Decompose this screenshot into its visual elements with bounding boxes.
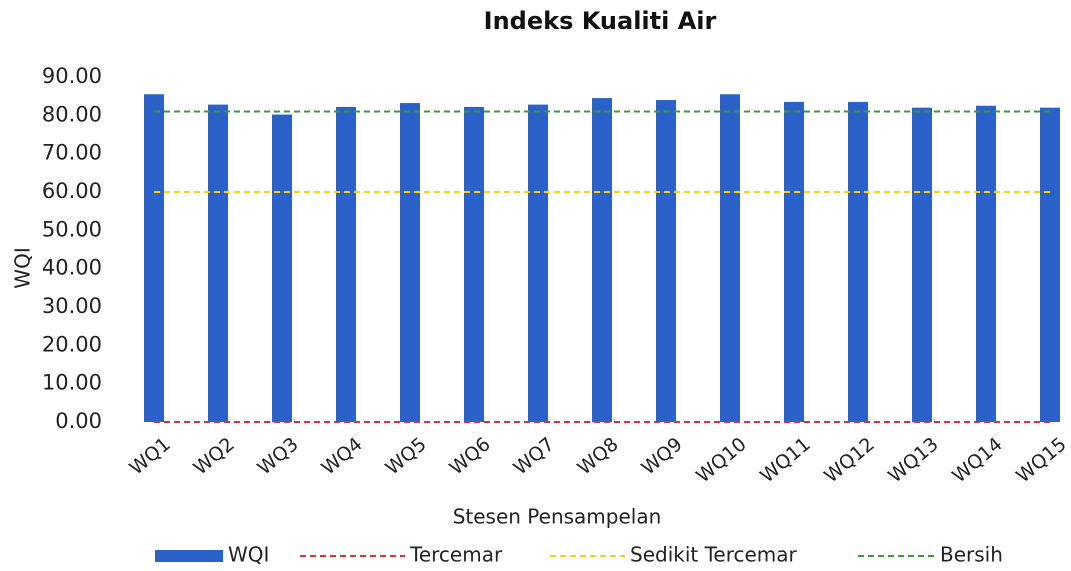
y-tick-label: 30.00	[42, 294, 102, 318]
x-tick-label: WQ1	[125, 433, 174, 479]
x-tick-label: WQ9	[637, 433, 686, 479]
x-axis-title: Stesen Pensampelan	[453, 505, 662, 529]
bar	[784, 101, 804, 423]
y-tick-label: 50.00	[42, 217, 102, 241]
bar	[464, 106, 484, 423]
x-tick-label: WQ2	[189, 433, 238, 479]
legend-swatch	[155, 550, 223, 562]
y-tick-label: 90.00	[42, 64, 102, 88]
bar	[400, 103, 420, 423]
x-tick-label: WQ12	[820, 433, 879, 487]
y-tick-label: 10.00	[42, 371, 102, 395]
y-tick-label: 60.00	[42, 179, 102, 203]
legend-label: WQI	[228, 543, 269, 567]
bar	[592, 98, 612, 422]
x-tick-label: WQ6	[445, 433, 494, 479]
legend-label: Sedikit Tercemar	[630, 543, 798, 567]
y-tick-label: 0.00	[55, 409, 102, 433]
bar	[912, 107, 932, 423]
x-tick-label: WQ7	[509, 433, 558, 479]
legend-label: Tercemar	[409, 543, 503, 567]
y-axis-title: WQI	[11, 247, 35, 288]
legend-label: Bersih	[940, 543, 1003, 567]
x-tick-label: WQ15	[1012, 433, 1071, 487]
x-tick-label: WQ4	[317, 433, 366, 479]
y-tick-label: 40.00	[42, 256, 102, 280]
bar	[208, 104, 228, 422]
chart-title: Indeks Kualiti Air	[484, 7, 717, 35]
x-tick-label: WQ5	[381, 433, 430, 479]
x-tick-label: WQ11	[756, 433, 815, 487]
bar	[272, 114, 292, 423]
x-tick-label: WQ14	[948, 433, 1007, 487]
y-tick-label: 70.00	[42, 141, 102, 165]
bar	[656, 100, 676, 422]
y-tick-label: 20.00	[42, 332, 102, 356]
bar	[976, 105, 996, 422]
bar	[1040, 107, 1060, 423]
bar	[848, 101, 868, 423]
x-tick-label: WQ10	[692, 433, 751, 487]
y-tick-label: 80.00	[42, 102, 102, 126]
x-tick-label: WQ3	[253, 433, 302, 479]
bar	[720, 94, 740, 422]
x-tick-label: WQ13	[884, 433, 943, 487]
bar	[336, 106, 356, 423]
bar	[144, 94, 164, 422]
bar	[528, 104, 548, 422]
x-tick-label: WQ8	[573, 433, 622, 479]
